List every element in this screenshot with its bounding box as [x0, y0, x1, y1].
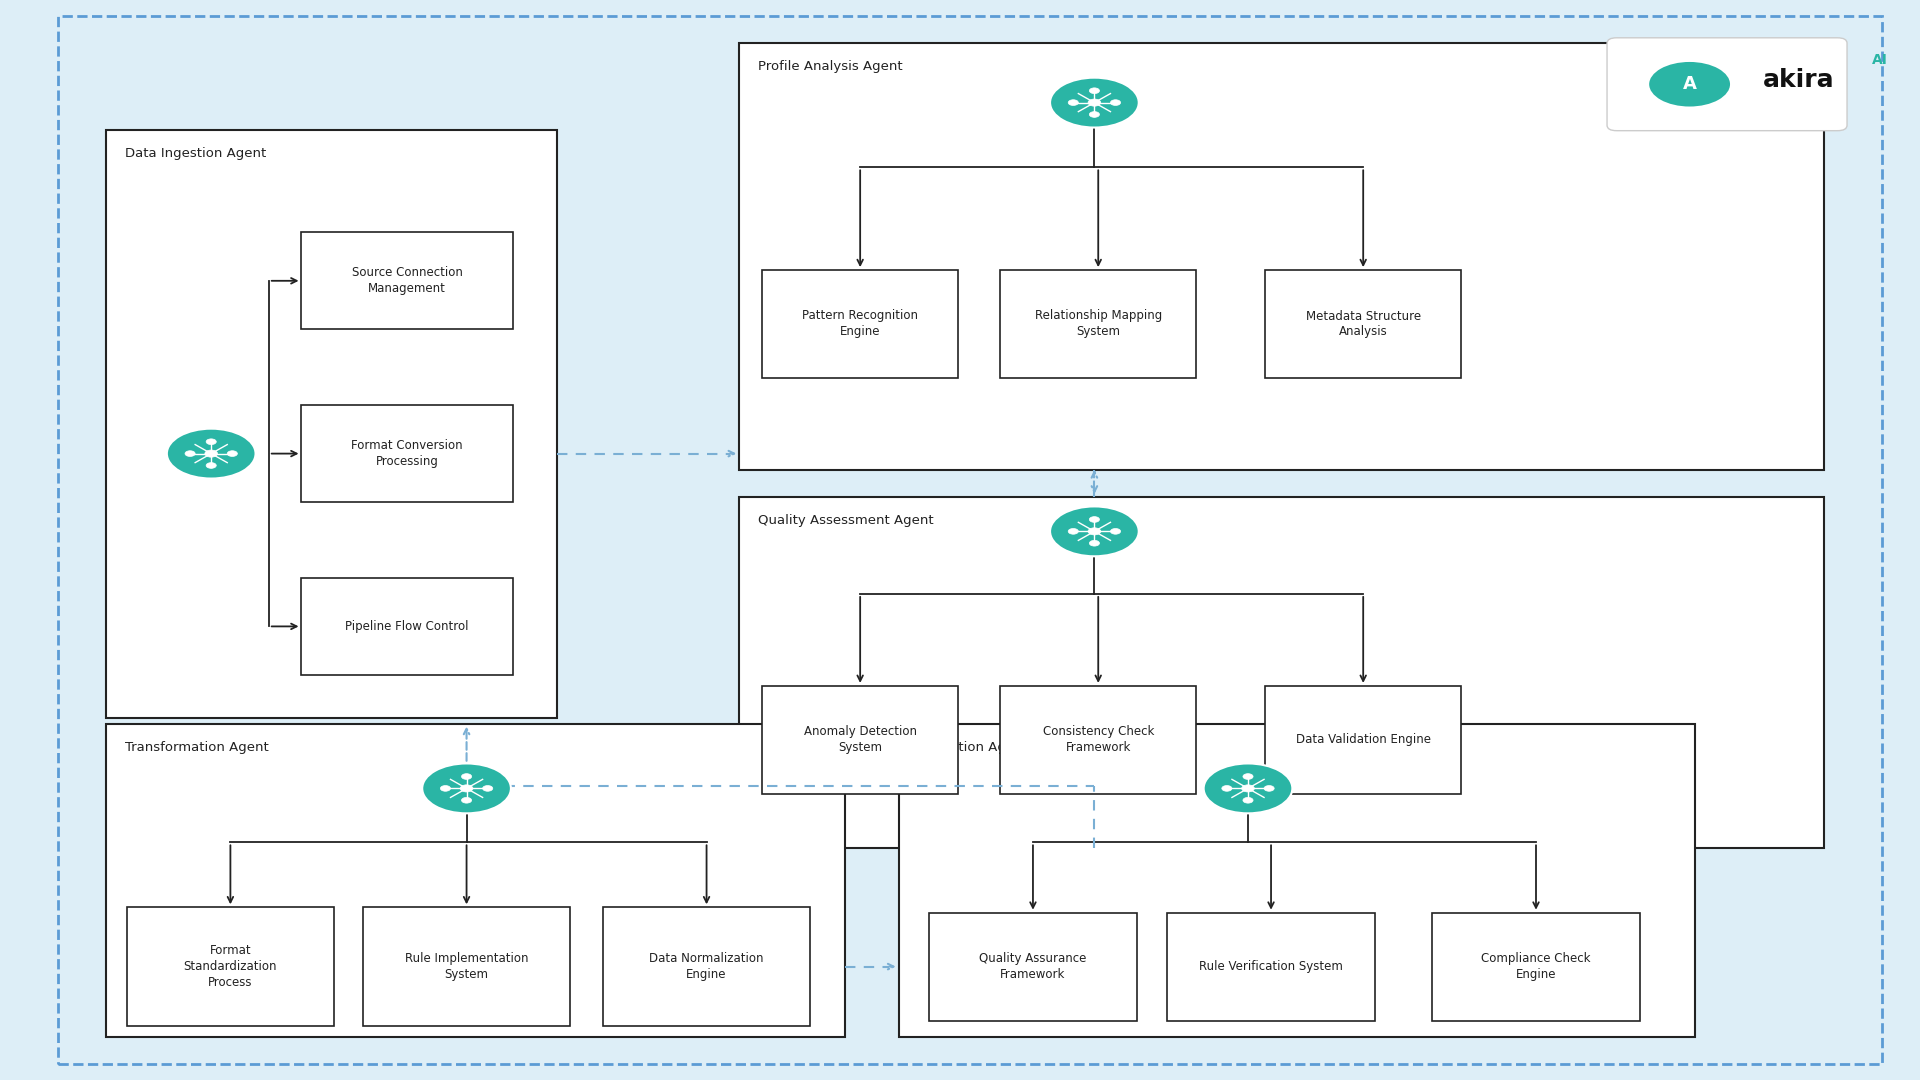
Circle shape [1089, 99, 1100, 106]
Circle shape [205, 438, 217, 445]
Circle shape [1089, 528, 1100, 535]
Text: Quality Assurance
Framework: Quality Assurance Framework [979, 953, 1087, 981]
Bar [899, 724, 1695, 1037]
Circle shape [1068, 99, 1079, 106]
Circle shape [1263, 785, 1275, 792]
Circle shape [1089, 540, 1100, 546]
Text: Validation Agent: Validation Agent [918, 741, 1027, 754]
Circle shape [1242, 773, 1254, 780]
Circle shape [1089, 516, 1100, 523]
Text: A: A [1682, 76, 1697, 93]
Circle shape [227, 450, 238, 457]
Circle shape [1647, 60, 1732, 108]
Bar [1000, 686, 1196, 794]
Bar [1265, 686, 1461, 794]
Circle shape [1242, 797, 1254, 804]
Circle shape [1089, 87, 1100, 94]
Bar [106, 130, 557, 718]
Text: akira: akira [1763, 68, 1834, 92]
Circle shape [461, 785, 472, 792]
Text: Consistency Check
Framework: Consistency Check Framework [1043, 726, 1154, 754]
Circle shape [1204, 764, 1292, 813]
Bar [301, 232, 513, 329]
Circle shape [461, 773, 472, 780]
Bar [127, 907, 334, 1026]
Bar [739, 43, 1824, 470]
Text: Data Ingestion Agent: Data Ingestion Agent [125, 147, 267, 160]
Bar [762, 686, 958, 794]
Text: Data Validation Engine: Data Validation Engine [1296, 733, 1430, 746]
Text: Metadata Structure
Analysis: Metadata Structure Analysis [1306, 310, 1421, 338]
Text: Anomaly Detection
System: Anomaly Detection System [804, 726, 916, 754]
Text: Transformation Agent: Transformation Agent [125, 741, 269, 754]
Bar [1265, 270, 1461, 378]
Text: Source Connection
Management: Source Connection Management [351, 267, 463, 295]
Circle shape [1068, 528, 1079, 535]
Circle shape [422, 764, 511, 813]
Text: Compliance Check
Engine: Compliance Check Engine [1480, 953, 1592, 981]
FancyBboxPatch shape [1607, 38, 1847, 131]
Text: Format
Standardization
Process: Format Standardization Process [184, 944, 276, 989]
Circle shape [1110, 528, 1121, 535]
Circle shape [184, 450, 196, 457]
Bar [363, 907, 570, 1026]
Bar [1167, 913, 1375, 1021]
Circle shape [1221, 785, 1233, 792]
Bar [603, 907, 810, 1026]
Bar [739, 497, 1824, 848]
Text: Pattern Recognition
Engine: Pattern Recognition Engine [803, 310, 918, 338]
Circle shape [205, 450, 217, 457]
Circle shape [205, 462, 217, 469]
Circle shape [440, 785, 451, 792]
Bar [301, 578, 513, 675]
Text: Pipeline Flow Control: Pipeline Flow Control [346, 620, 468, 633]
Bar [106, 724, 845, 1037]
Bar [929, 913, 1137, 1021]
Text: AI: AI [1872, 54, 1887, 67]
Circle shape [1242, 785, 1254, 792]
Bar [301, 405, 513, 502]
Circle shape [482, 785, 493, 792]
Text: Format Conversion
Processing: Format Conversion Processing [351, 440, 463, 468]
Text: Profile Analysis Agent: Profile Analysis Agent [758, 60, 902, 73]
Text: Relationship Mapping
System: Relationship Mapping System [1035, 310, 1162, 338]
Circle shape [1050, 507, 1139, 556]
Text: Quality Assessment Agent: Quality Assessment Agent [758, 514, 933, 527]
Text: Rule Verification System: Rule Verification System [1200, 960, 1342, 973]
Text: Rule Implementation
System: Rule Implementation System [405, 953, 528, 981]
Bar [1432, 913, 1640, 1021]
Text: Data Normalization
Engine: Data Normalization Engine [649, 953, 764, 981]
Circle shape [1050, 78, 1139, 127]
Circle shape [167, 429, 255, 478]
Circle shape [1110, 99, 1121, 106]
Circle shape [461, 797, 472, 804]
Bar [1000, 270, 1196, 378]
Bar [762, 270, 958, 378]
Circle shape [1089, 111, 1100, 118]
